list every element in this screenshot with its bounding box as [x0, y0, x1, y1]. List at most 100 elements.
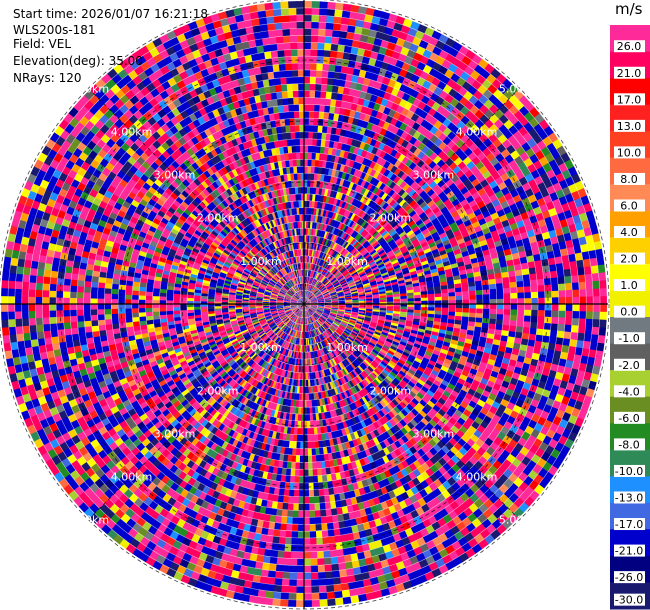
velocity-gate [274, 274, 280, 281]
velocity-gate [300, 331, 302, 339]
velocity-gate [265, 289, 272, 293]
velocity-gate [331, 343, 337, 350]
velocity-gate [315, 280, 320, 287]
velocity-gate [296, 284, 300, 292]
velocity-gate [288, 328, 293, 336]
velocity-gate [317, 306, 325, 309]
velocity-gate [272, 343, 278, 351]
velocity-gate [343, 314, 351, 318]
velocity-gate [287, 291, 294, 296]
velocity-gate [290, 321, 295, 329]
velocity-gate [297, 304, 304, 307]
velocity-gate [265, 274, 272, 280]
velocity-gate [290, 304, 298, 307]
velocity-gate [294, 316, 299, 323]
velocity-gate [308, 277, 311, 284]
velocity-gate [319, 317, 325, 323]
velocity-gate [295, 263, 298, 271]
velocity-gate [290, 271, 295, 279]
velocity-gate [291, 307, 298, 311]
velocity-gate [314, 329, 318, 336]
velocity-gate [315, 281, 321, 288]
velocity-gate [331, 298, 339, 301]
velocity-gate [328, 345, 333, 352]
velocity-gate [341, 269, 348, 275]
velocity-gate [278, 311, 286, 316]
velocity-gate [288, 272, 293, 280]
velocity-gate [317, 319, 323, 325]
velocity-gate [271, 291, 279, 295]
velocity-gate [281, 287, 288, 292]
velocity-gate [269, 306, 277, 309]
velocity-gate [274, 274, 281, 280]
velocity-gate [312, 322, 316, 330]
velocity-gate [292, 278, 297, 286]
velocity-gate [336, 313, 344, 317]
velocity-gate [262, 306, 270, 309]
velocity-gate [330, 294, 338, 297]
velocity-gate [270, 295, 278, 299]
velocity-gate [252, 321, 260, 326]
velocity-gate [286, 342, 291, 350]
velocity-gate [260, 269, 267, 275]
velocity-gate [262, 335, 269, 341]
velocity-gate [173, 310, 181, 315]
velocity-gate [309, 323, 312, 331]
velocity-gate [338, 298, 346, 301]
velocity-gate [277, 254, 283, 262]
velocity-gate [331, 302, 339, 304]
velocity-gate [288, 289, 294, 295]
velocity-gate [308, 338, 311, 345]
velocity-gate [318, 259, 323, 266]
velocity-gate [277, 280, 284, 287]
velocity-gate [315, 336, 319, 343]
velocity-gate [309, 270, 312, 278]
velocity-gate [327, 273, 333, 280]
velocity-gate [310, 263, 313, 271]
velocity-gate [267, 262, 273, 269]
velocity-gate [319, 285, 325, 291]
velocity-gate [304, 300, 311, 304]
velocity-gate [379, 299, 387, 303]
velocity-gate [310, 337, 313, 345]
velocity-gate [327, 274, 334, 280]
velocity-gate [269, 299, 277, 302]
velocity-gate [286, 282, 292, 288]
velocity-gate [326, 272, 332, 279]
velocity-gate [318, 349, 323, 357]
velocity-gate [276, 306, 284, 308]
velocity-gate [338, 336, 345, 342]
velocity-gate [265, 264, 271, 270]
velocity-gate [301, 304, 304, 311]
velocity-gate [292, 295, 299, 301]
velocity-gate [331, 308, 338, 311]
velocity-gate [289, 280, 294, 287]
velocity-gate [322, 291, 329, 296]
velocity-gate [307, 434, 312, 442]
velocity-gate [299, 310, 302, 317]
velocity-gate [283, 298, 291, 301]
velocity-gate [333, 320, 341, 325]
velocity-gate [331, 306, 339, 309]
velocity-gate [307, 292, 312, 299]
velocity-gate [310, 285, 314, 292]
velocity-gate [308, 309, 313, 316]
velocity-gate [312, 344, 316, 352]
velocity-gate [319, 275, 325, 282]
velocity-gate [269, 304, 277, 306]
velocity-gate [317, 298, 324, 301]
velocity-gate [306, 317, 309, 325]
velocity-gate [324, 300, 332, 302]
velocity-gate [306, 317, 308, 325]
velocity-gate [294, 323, 298, 331]
velocity-gate [311, 323, 315, 330]
velocity-gate [316, 265, 320, 273]
velocity-gate [337, 338, 343, 344]
velocity-gate [334, 271, 341, 278]
velocity-gate [159, 307, 167, 312]
velocity-gate [290, 336, 294, 344]
velocity-gate [345, 307, 353, 310]
velocity-gate [278, 294, 285, 298]
velocity-gate [325, 246, 330, 254]
velocity-gate [291, 315, 297, 321]
